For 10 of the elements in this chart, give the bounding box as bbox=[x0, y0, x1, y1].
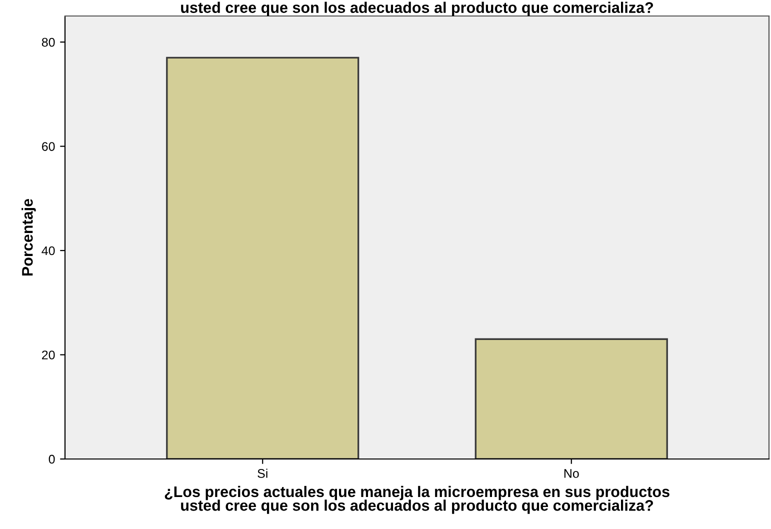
y-tick-label: 60 bbox=[42, 142, 55, 151]
y-tick-label: 80 bbox=[42, 38, 55, 47]
y-tick-label: 40 bbox=[42, 246, 55, 256]
x-tick-label: Si bbox=[258, 468, 268, 478]
chart-title: usted cree que son los adecuados al producto que comercializa? bbox=[181, 2, 654, 16]
x-axis-title: ¿Los precios actuales que maneja la microempresa en sus productos usted cree que son los adecuados al producto que comercializa? bbox=[164, 486, 670, 514]
y-axis-title: Porcentaje bbox=[22, 198, 36, 276]
x-tick-label: No bbox=[564, 469, 579, 478]
y-tick-label: 20 bbox=[42, 350, 55, 360]
y-tick-label: 0 bbox=[48, 454, 55, 464]
